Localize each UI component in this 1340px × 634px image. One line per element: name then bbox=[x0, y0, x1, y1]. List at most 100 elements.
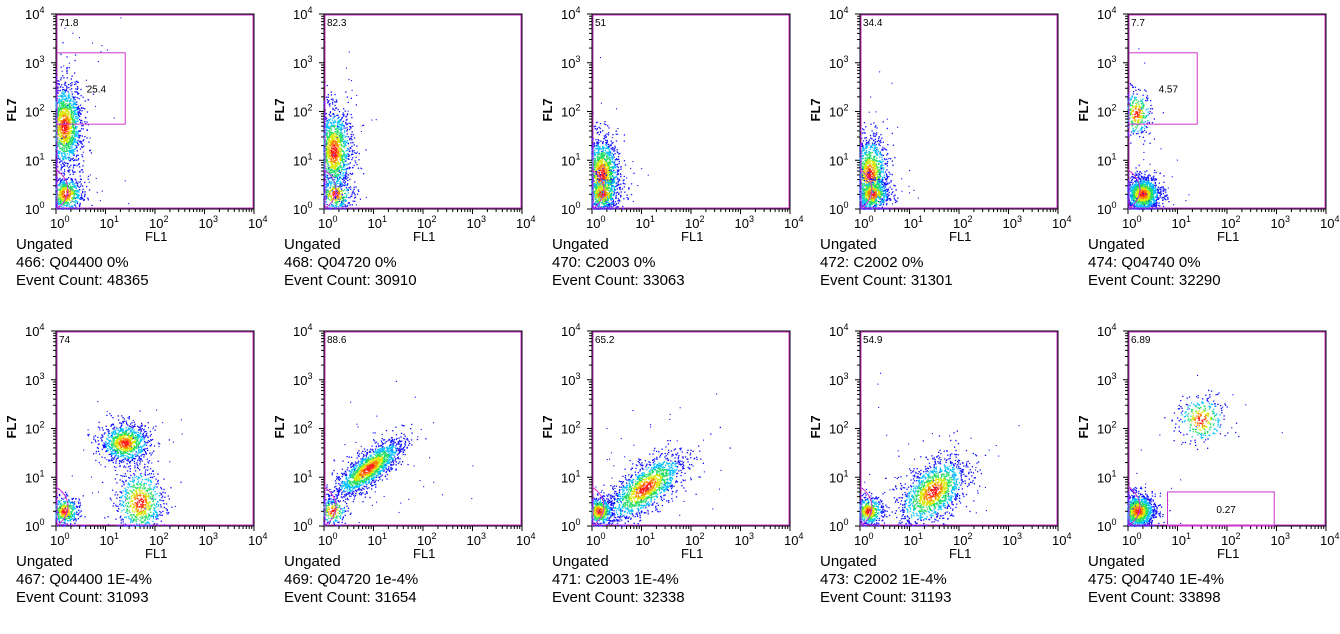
event-dot bbox=[55, 176, 57, 178]
event-dot bbox=[326, 183, 328, 185]
event-dot bbox=[338, 139, 340, 141]
event-dot bbox=[60, 192, 62, 194]
event-dot bbox=[329, 112, 331, 114]
event-dot bbox=[74, 164, 76, 166]
event-dot bbox=[57, 150, 59, 152]
event-dot bbox=[59, 125, 61, 127]
event-dot bbox=[617, 180, 620, 182]
event-dot bbox=[79, 115, 81, 118]
event-dot bbox=[68, 139, 71, 141]
event-dot bbox=[62, 119, 64, 121]
event-dot bbox=[332, 107, 334, 110]
event-dot bbox=[605, 159, 608, 161]
event-dot bbox=[333, 135, 335, 137]
event-dot bbox=[619, 186, 621, 189]
event-dot bbox=[323, 160, 325, 162]
event-dot bbox=[342, 197, 344, 199]
event-dot bbox=[599, 165, 601, 167]
event-dot bbox=[69, 120, 71, 122]
event-dot bbox=[612, 199, 615, 201]
event-dot bbox=[57, 80, 59, 82]
event-dot bbox=[58, 178, 60, 180]
event-dot bbox=[339, 172, 342, 174]
event-dot bbox=[67, 110, 69, 112]
event-dot bbox=[325, 143, 327, 145]
event-dot bbox=[613, 208, 616, 210]
event-dot bbox=[604, 168, 606, 170]
event-dot bbox=[611, 149, 613, 151]
event-dot bbox=[614, 147, 616, 149]
event-dot bbox=[70, 193, 72, 195]
event-dot bbox=[604, 186, 606, 189]
event-dot bbox=[603, 155, 605, 157]
event-dot bbox=[70, 127, 73, 129]
event-dot bbox=[326, 155, 328, 157]
event-dot bbox=[71, 143, 74, 146]
event-dot bbox=[60, 86, 62, 88]
event-dot bbox=[65, 187, 67, 189]
event-dot bbox=[341, 170, 343, 173]
event-dot bbox=[353, 137, 356, 139]
event-dot bbox=[59, 100, 61, 102]
event-dot bbox=[338, 170, 340, 172]
event-dot bbox=[332, 98, 334, 100]
event-dot bbox=[61, 144, 64, 146]
event-dot bbox=[325, 167, 327, 170]
event-dot bbox=[344, 143, 346, 145]
event-dot bbox=[613, 179, 615, 181]
event-dot bbox=[606, 169, 608, 171]
event-dot bbox=[617, 156, 620, 158]
event-dot bbox=[593, 154, 595, 156]
event-dot bbox=[55, 118, 57, 121]
event-dot bbox=[69, 169, 71, 171]
event-dot bbox=[323, 106, 325, 108]
event-dot bbox=[338, 163, 340, 166]
event-dot bbox=[68, 105, 70, 107]
event-dot bbox=[61, 179, 63, 181]
event-dot bbox=[598, 180, 601, 182]
event-dot bbox=[63, 113, 66, 115]
event-dot bbox=[345, 160, 347, 162]
event-dot bbox=[327, 152, 329, 154]
plot-panel-468: 82.3 100 101 102 103 104 100 101 102 103 104 FL1 FL7… bbox=[268, 0, 536, 317]
event-dot bbox=[68, 106, 70, 108]
event-dot bbox=[81, 154, 83, 156]
event-dot bbox=[77, 197, 79, 199]
event-dot bbox=[327, 96, 329, 98]
event-dot bbox=[339, 176, 341, 178]
event-dot bbox=[326, 125, 328, 127]
event-dot bbox=[595, 162, 597, 164]
event-dot bbox=[60, 164, 62, 166]
event-dot bbox=[606, 141, 608, 143]
event-dot bbox=[60, 181, 62, 183]
event-dot bbox=[339, 177, 341, 179]
plot-frame bbox=[55, 13, 255, 210]
event-dot bbox=[347, 189, 349, 191]
event-dot bbox=[75, 202, 77, 204]
event-dot bbox=[332, 192, 334, 194]
event-dot bbox=[61, 194, 63, 196]
event-dot bbox=[69, 156, 71, 158]
event-dot bbox=[338, 171, 340, 173]
event-dot bbox=[58, 114, 60, 116]
event-dot bbox=[343, 114, 345, 116]
event-dot bbox=[603, 185, 605, 187]
event-dot bbox=[335, 204, 337, 207]
event-dot bbox=[327, 163, 329, 165]
event-dot bbox=[326, 150, 328, 152]
event-dot bbox=[69, 108, 71, 110]
event-dot bbox=[59, 138, 61, 140]
event-dot bbox=[326, 159, 328, 161]
event-dot bbox=[73, 154, 75, 157]
event-dot bbox=[78, 158, 80, 160]
event-dot bbox=[65, 158, 67, 160]
event-dot bbox=[351, 191, 354, 193]
event-dot bbox=[79, 189, 81, 191]
event-dot bbox=[74, 112, 76, 114]
event-dot bbox=[602, 172, 604, 175]
event-dot bbox=[591, 162, 593, 164]
event-dot bbox=[599, 171, 601, 174]
event-dot bbox=[59, 189, 61, 191]
event-dot bbox=[341, 201, 343, 204]
